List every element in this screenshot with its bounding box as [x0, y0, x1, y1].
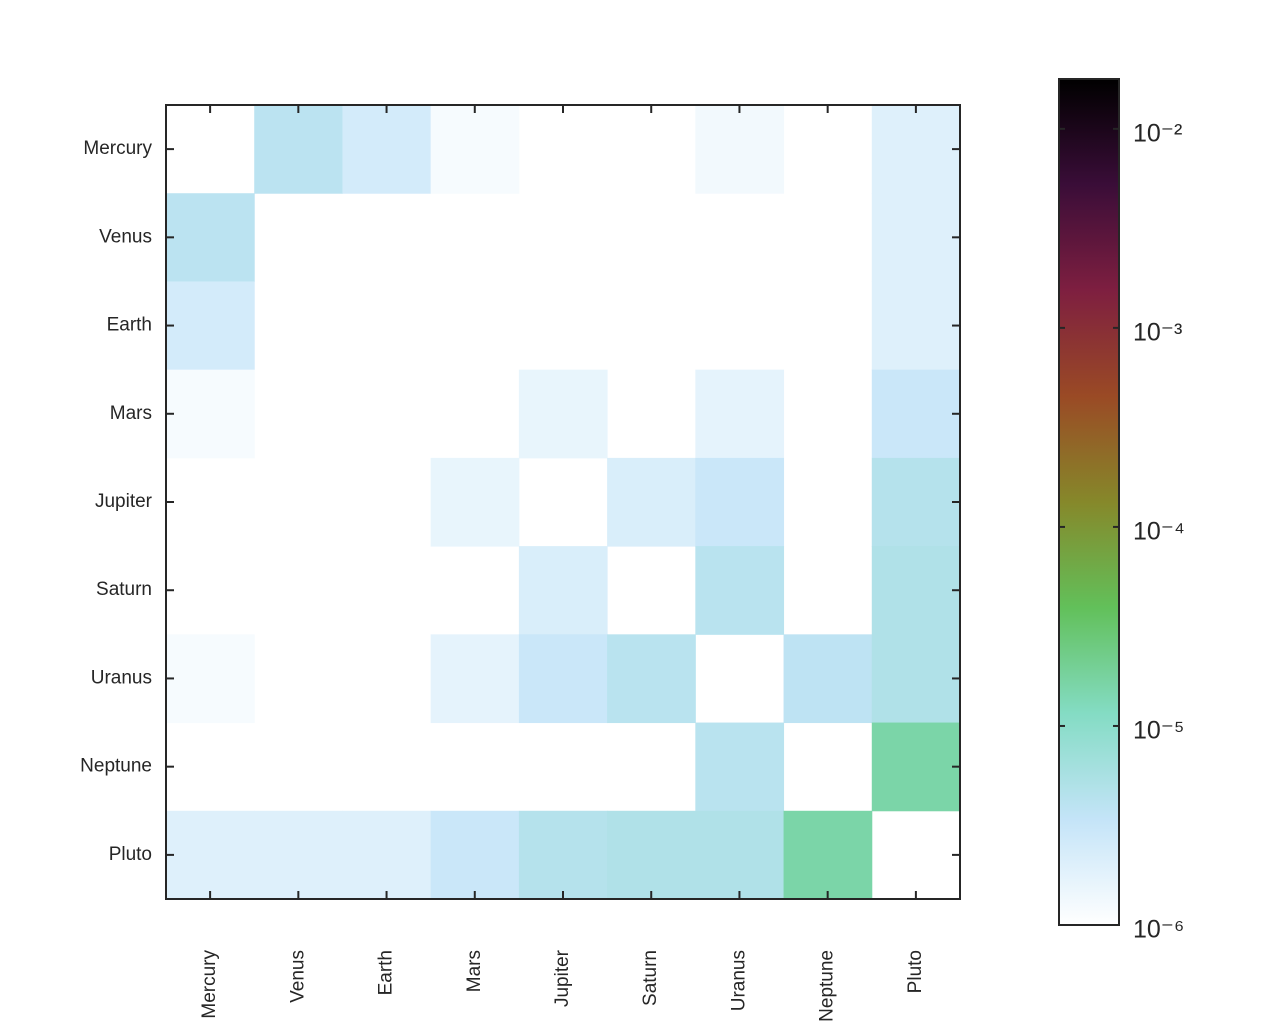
- heatmap-cell: [695, 810, 785, 900]
- heatmap-cell: [607, 634, 696, 724]
- heatmap-cell: [166, 369, 255, 459]
- y-tick-label: Saturn: [96, 579, 152, 600]
- y-tick-label: Venus: [99, 226, 152, 247]
- plot-area: [166, 105, 960, 899]
- colorbar-tick-label: 10⁻⁶: [1133, 916, 1184, 944]
- colorbar-tick-label: 10⁻⁴: [1133, 518, 1185, 546]
- heatmap-cell: [342, 810, 432, 900]
- heatmap-cell: [166, 810, 255, 900]
- heatmap-cell: [607, 810, 696, 900]
- x-tick-label: Earth: [376, 950, 397, 995]
- heatmap-cell: [607, 457, 696, 547]
- heatmap-cell: [342, 105, 432, 194]
- x-tick-label: Neptune: [817, 950, 838, 1022]
- heatmap-cell: [430, 810, 520, 900]
- heatmap-cell: [695, 546, 785, 635]
- heatmap-cell: [871, 105, 961, 194]
- y-tick-label: Mars: [110, 403, 152, 424]
- x-tick-label: Mercury: [199, 950, 220, 1019]
- heatmap-cell: [518, 634, 608, 724]
- heatmap-cell: [430, 457, 520, 547]
- heatmap-cell: [430, 105, 520, 194]
- heatmap-cell: [518, 369, 608, 459]
- x-tick-label: Jupiter: [552, 949, 573, 1007]
- y-tick-label: Uranus: [91, 667, 152, 688]
- heatmap-cell: [695, 722, 785, 812]
- heatmap-cell: [783, 634, 873, 724]
- heatmap-cell: [871, 281, 961, 371]
- x-tick-label: Uranus: [728, 950, 749, 1011]
- heatmap-cell: [166, 281, 255, 371]
- colorbar-tick-label: 10⁻⁵: [1133, 717, 1184, 745]
- heatmap-cell: [166, 193, 255, 282]
- heatmap-cell: [871, 369, 961, 459]
- y-tick-label: Earth: [107, 315, 152, 336]
- heatmap-cell: [783, 810, 873, 900]
- y-tick-label: Jupiter: [95, 491, 153, 512]
- heatmap-cell: [695, 105, 785, 194]
- x-tick-label: Pluto: [905, 950, 926, 993]
- heatmap-cell: [871, 546, 961, 635]
- y-tick-label: Neptune: [80, 756, 152, 777]
- x-tick-label: Mars: [464, 950, 485, 992]
- heatmap-cell: [254, 105, 343, 194]
- y-tick-label: Pluto: [109, 844, 152, 865]
- heatmap-cell: [871, 193, 961, 282]
- heatmap-cell: [518, 546, 608, 635]
- heatmap-cell: [871, 722, 961, 812]
- heatmap-cell: [695, 369, 785, 459]
- heatmap-cell: [695, 457, 785, 547]
- heatmap-cell: [254, 810, 343, 900]
- colorbar: [1058, 78, 1120, 926]
- heatmap-cell: [166, 634, 255, 724]
- heatmap-cell: [871, 634, 961, 724]
- x-tick-label: Venus: [287, 950, 308, 1003]
- heatmap-cell: [430, 634, 520, 724]
- heatmap-cell: [518, 810, 608, 900]
- y-tick-label: Mercury: [83, 138, 152, 159]
- colorbar-tick-label: 10⁻³: [1133, 318, 1182, 346]
- heatmap-cell: [871, 457, 961, 547]
- x-tick-label: Saturn: [640, 950, 661, 1006]
- colorbar-tick-label: 10⁻²: [1133, 119, 1182, 147]
